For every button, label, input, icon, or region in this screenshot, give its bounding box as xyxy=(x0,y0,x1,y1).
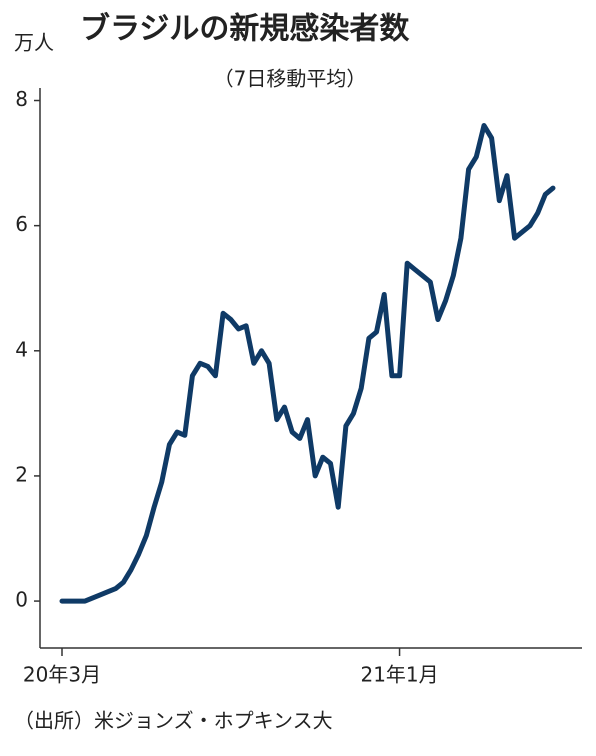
chart-subtitle: （7日移動平均） xyxy=(214,67,367,91)
y-unit: 万人 xyxy=(14,31,54,55)
y-tick-label: 0 xyxy=(15,588,28,612)
y-tick-label: 4 xyxy=(15,337,28,361)
y-tick-label: 2 xyxy=(15,462,28,486)
y-tick-label: 8 xyxy=(15,87,28,111)
y-tick-label: 6 xyxy=(15,212,28,236)
x-tick-label: 21年1月 xyxy=(360,663,438,687)
x-tick-label: 20年3月 xyxy=(23,663,101,687)
data-line xyxy=(59,123,556,604)
chart-title: ブラジルの新規感染者数 xyxy=(80,12,410,47)
source: （出所）米ジョンズ・ホプキンス大 xyxy=(14,709,333,733)
